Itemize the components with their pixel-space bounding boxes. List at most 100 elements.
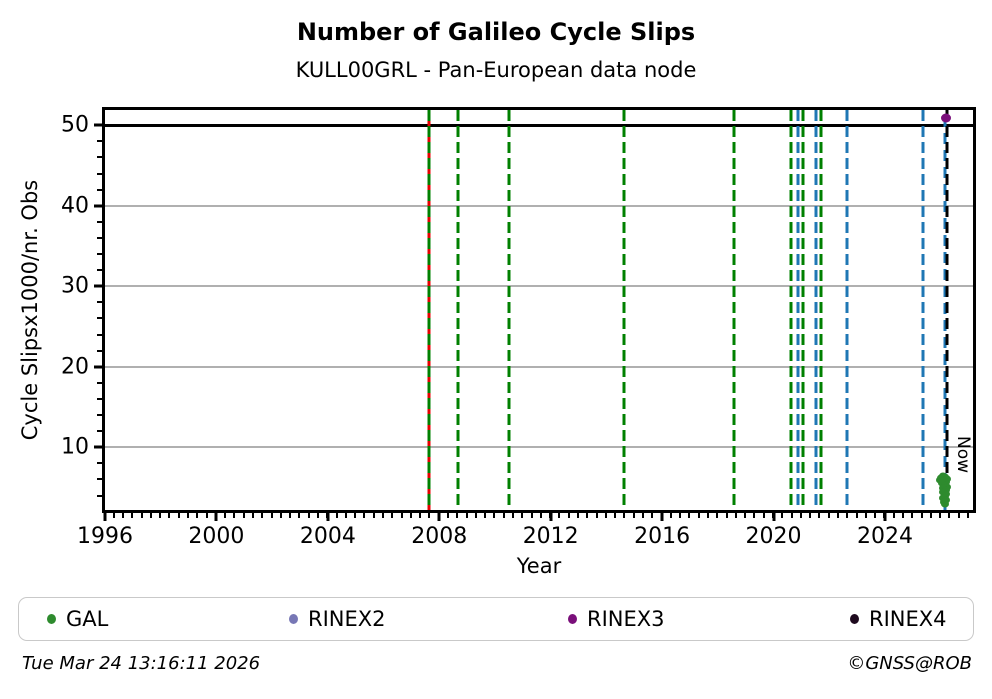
event-line [921, 110, 925, 510]
x-tick-minor [688, 513, 691, 518]
x-tick-minor [669, 513, 672, 518]
x-tick-minor [641, 513, 644, 518]
y-gridline [105, 365, 973, 368]
x-tick-minor [187, 513, 189, 518]
legend-marker-icon [850, 614, 859, 624]
x-tick-minor [149, 513, 152, 518]
legend-item-rinex4: RINEX4 [850, 607, 947, 631]
x-tick-minor [781, 513, 784, 518]
y-tick-minor [97, 430, 102, 433]
chart-subtitle: KULL00GRL - Pan-European data node [295, 58, 697, 82]
x-tick-minor [697, 513, 700, 518]
x-tick-minor [957, 513, 960, 518]
x-tick-minor [317, 513, 319, 518]
y-tick-minor [97, 381, 102, 384]
y-gridline [105, 446, 973, 449]
x-tick-minor [335, 513, 338, 518]
x-tick-minor [660, 513, 663, 518]
legend-item-gal: GAL [47, 607, 108, 631]
x-tick-minor [604, 513, 607, 518]
x-tick-minor [307, 513, 310, 518]
x-tick-minor [892, 513, 895, 518]
y-tick-minor [97, 269, 102, 272]
y-gridline [105, 204, 973, 207]
x-tick-minor [939, 513, 942, 518]
event-line [789, 110, 793, 510]
x-tick-minor [484, 513, 487, 518]
y-tick-label: 20 [61, 354, 89, 380]
x-tick-minor [419, 513, 422, 518]
x-tick-minor [289, 513, 292, 518]
x-tick-minor [706, 513, 709, 518]
x-tick-minor [131, 513, 134, 518]
y-gridline [105, 285, 973, 288]
x-tick-minor [790, 513, 793, 518]
legend-marker-icon [289, 614, 298, 624]
y-tick-minor [97, 140, 102, 143]
x-tick-minor [846, 513, 849, 518]
x-tick-minor [382, 513, 384, 518]
y-tick-minor [97, 414, 102, 417]
y-tick-minor [97, 397, 102, 400]
x-tick-major [103, 513, 107, 521]
x-tick-minor [112, 513, 115, 518]
legend-marker-icon [47, 614, 56, 624]
x-tick-minor [716, 513, 719, 518]
data-point-rinex3 [941, 113, 952, 123]
x-tick-label: 1996 [77, 524, 133, 549]
event-line [507, 110, 511, 510]
x-tick-minor [549, 513, 552, 518]
x-tick-minor [493, 513, 496, 518]
event-line [814, 110, 818, 510]
x-tick-minor [632, 513, 635, 518]
x-tick-minor [372, 513, 375, 518]
x-tick-label: 2020 [745, 524, 802, 549]
x-tick-minor [874, 513, 877, 518]
event-line [456, 110, 460, 510]
x-tick-minor [753, 513, 756, 518]
x-tick-label: 2012 [522, 524, 579, 549]
y-tick-minor [97, 462, 102, 465]
y-tick-label: 10 [61, 434, 89, 460]
x-tick-minor [827, 513, 830, 518]
x-tick-minor [437, 513, 440, 518]
now-label: Now [952, 436, 973, 474]
x-tick-minor [614, 513, 617, 518]
y-tick-major [94, 284, 102, 288]
x-tick-label: 2004 [299, 524, 356, 549]
legend-item-rinex2: RINEX2 [289, 607, 386, 631]
x-tick-minor [354, 513, 357, 518]
y-tick-minor [97, 253, 102, 256]
cap-line [105, 123, 973, 127]
event-line [622, 110, 626, 510]
chart-title: Number of Galileo Cycle Slips [296, 18, 696, 46]
x-tick-minor [140, 513, 143, 518]
y-tick-minor [97, 172, 102, 175]
x-tick-minor [948, 513, 951, 518]
y-tick-major [94, 204, 102, 208]
legend-label: GAL [66, 607, 109, 631]
y-tick-minor [97, 188, 102, 191]
x-tick-minor [558, 513, 561, 518]
x-tick-minor [576, 513, 579, 518]
event-line [732, 110, 736, 510]
x-tick-minor [901, 513, 904, 518]
x-tick-minor [456, 513, 459, 518]
x-tick-major [214, 513, 218, 521]
x-tick-minor [651, 513, 654, 518]
x-tick-minor [744, 513, 747, 518]
y-tick-minor [97, 236, 102, 239]
x-tick-minor [168, 513, 171, 518]
x-tick-minor [567, 513, 570, 518]
x-tick-minor [883, 513, 886, 518]
x-tick-label: 2024 [856, 524, 913, 549]
x-tick-minor [623, 513, 626, 518]
x-tick-minor [836, 513, 839, 518]
event-line [819, 110, 823, 510]
x-tick-label: 2016 [634, 524, 691, 549]
x-tick-minor [595, 513, 598, 518]
event-line [796, 110, 799, 510]
x-tick-minor [409, 513, 412, 518]
x-tick-minor [270, 513, 273, 518]
